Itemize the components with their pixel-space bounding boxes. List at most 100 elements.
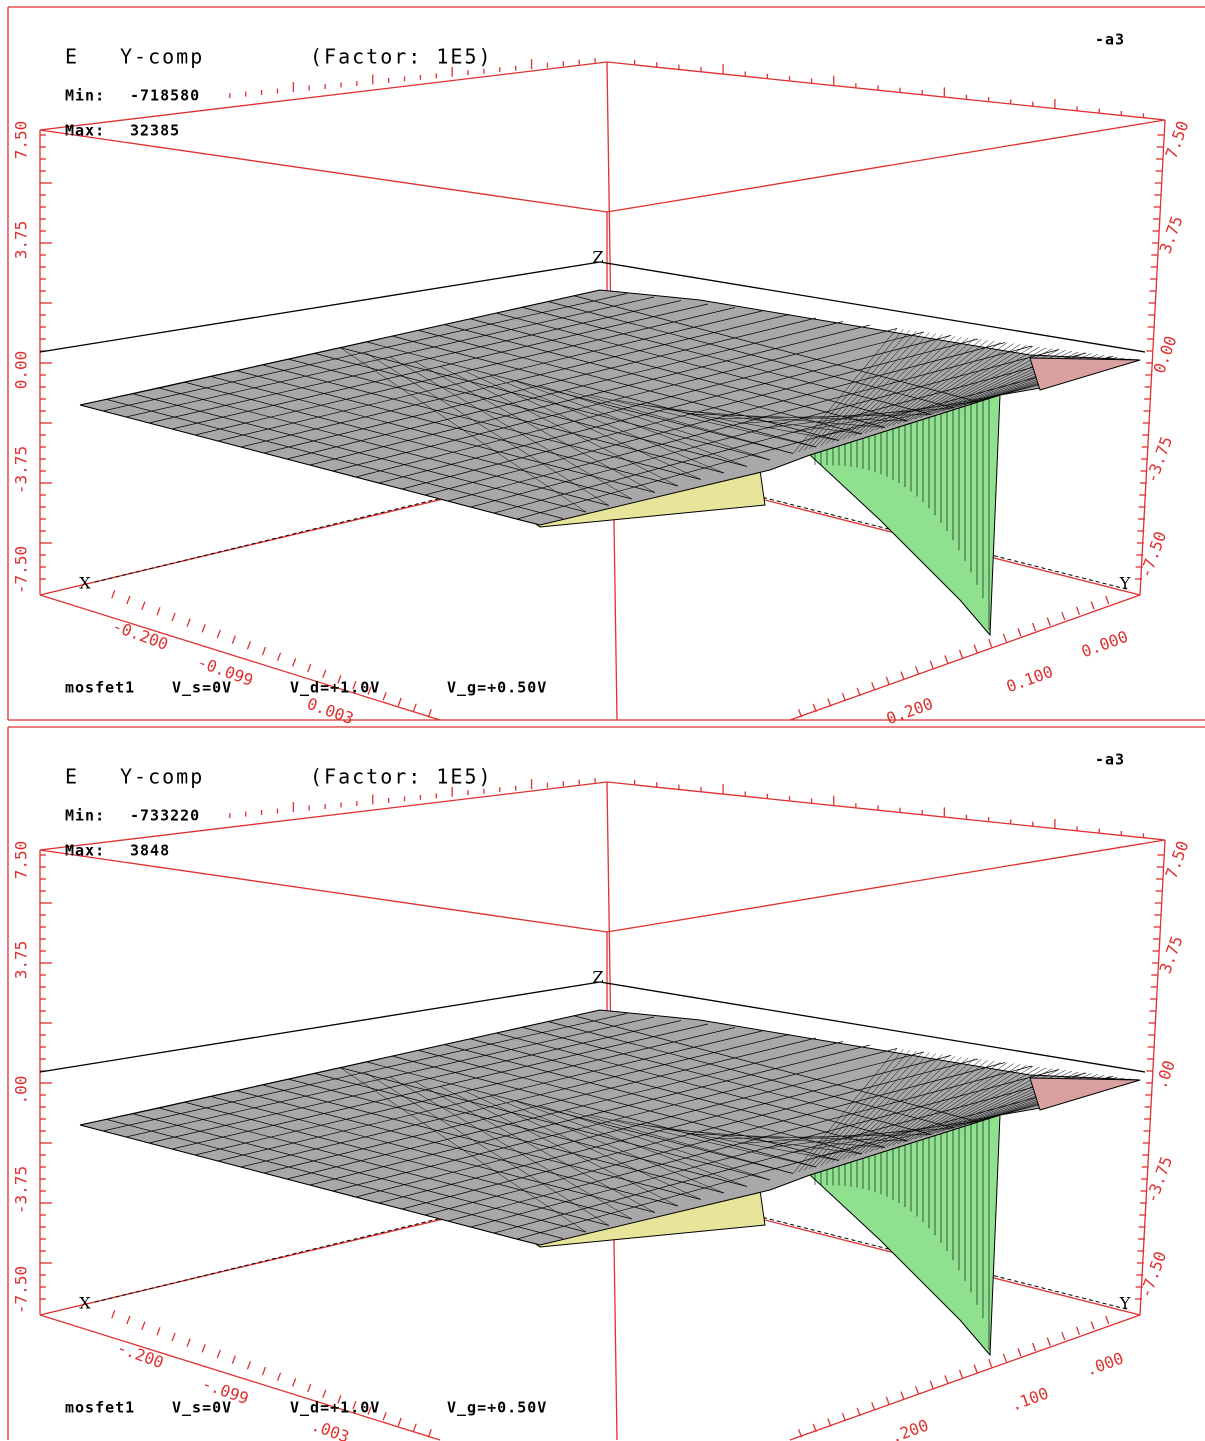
tick-mark [798, 1429, 803, 1438]
frame-line [39, 849, 608, 933]
tick-mark [1046, 617, 1051, 626]
tick-mark [856, 687, 861, 697]
mesh-line [614, 1119, 840, 1161]
footer-label: V_s=0V [172, 679, 232, 697]
base-line [94, 457, 608, 583]
tick-mark [1075, 606, 1081, 616]
mesh-line [689, 413, 909, 422]
mesh-line [714, 1134, 932, 1139]
mesh-line [831, 1054, 943, 1163]
z-tick-label: .00 [12, 1076, 31, 1105]
tick-mark [156, 607, 161, 616]
tick-mark [988, 638, 993, 648]
frame-line [789, 1314, 1141, 1441]
tick-mark [216, 1349, 221, 1359]
mesh-line [919, 1067, 1047, 1138]
mesh-line [573, 295, 978, 402]
tick-mark [261, 646, 267, 656]
tick-mark [186, 1338, 191, 1347]
frame-line [1139, 119, 1166, 596]
mesh-line [842, 1055, 956, 1160]
mesh-line [870, 340, 988, 432]
surface-edge [1029, 1077, 1141, 1111]
tick-mark [276, 1372, 282, 1381]
tick-mark [337, 1395, 342, 1404]
mesh-line [881, 341, 1001, 429]
min-value: -718580 [130, 87, 200, 105]
mesh-line [825, 1053, 937, 1165]
tick-mark [322, 669, 327, 678]
tick-mark [1017, 1348, 1022, 1357]
tick-mark [988, 1358, 993, 1368]
tick-mark [841, 692, 847, 702]
mesh-line [417, 1049, 840, 1161]
tick-mark [111, 590, 116, 599]
tick-mark [958, 1369, 964, 1379]
y-tick-label: 0.100 [1004, 662, 1056, 696]
mesh-line [365, 341, 794, 454]
mesh-line [389, 1076, 633, 1220]
mesh-line [870, 1060, 988, 1152]
tick-mark [412, 703, 417, 712]
zero-plane [599, 981, 1146, 1073]
frame-line [606, 119, 1166, 213]
mesh-line [589, 394, 817, 448]
footer-label: V_g=+0.50V [447, 1399, 547, 1417]
y-tick-label: .100 [1008, 1384, 1051, 1415]
mesh-line [764, 401, 978, 429]
max-label: Max: [65, 842, 105, 860]
z-tick-label: 3.75 [12, 221, 31, 260]
mesh-line [365, 1061, 794, 1174]
base-line [606, 1177, 1131, 1311]
frame-line [606, 781, 1166, 841]
frame-line [39, 781, 608, 851]
frame-line [39, 594, 441, 721]
tick-mark [1032, 622, 1037, 632]
mesh-line [803, 1050, 911, 1171]
quantity: E [65, 45, 79, 69]
tick-mark [973, 1364, 978, 1373]
tick-mark [885, 1396, 890, 1406]
tick-mark [1090, 1321, 1095, 1330]
tick-mark [126, 595, 131, 605]
mesh-line [919, 347, 1047, 418]
axis-z-label: Z [592, 248, 603, 267]
tick-mark [261, 1366, 267, 1376]
axis-y-label: Y [1119, 574, 1131, 593]
mesh-line [875, 1060, 995, 1151]
tick-mark [1105, 1315, 1110, 1325]
tick-mark [1105, 595, 1110, 605]
tick-mark [973, 644, 978, 653]
factor: (Factor: 1E5) [310, 45, 493, 69]
footer-label: V_d=+1.0V [290, 679, 380, 697]
tick-mark [352, 1400, 357, 1410]
tick-mark [201, 1344, 206, 1353]
tick-mark [156, 1327, 161, 1336]
mesh-line [848, 336, 962, 439]
mesh-line [469, 318, 886, 428]
mesh-line [521, 1026, 932, 1135]
tick-mark [812, 1423, 817, 1433]
tick-mark [1032, 1342, 1037, 1352]
tick-mark [871, 1402, 876, 1411]
tick-mark [841, 1412, 847, 1422]
axis-z-label: Z [592, 968, 603, 987]
tick-mark [276, 652, 282, 661]
z-tick-label: -7.50 [12, 546, 31, 594]
mesh-line [689, 1133, 909, 1142]
z-tick-label: 7.50 [12, 121, 31, 160]
mesh-line [814, 394, 1001, 438]
axis-y-label: Y [1119, 1294, 1131, 1313]
mesh-line [389, 356, 633, 500]
mesh-line [564, 1110, 794, 1174]
mesh-line [914, 346, 1040, 420]
mesh-line [443, 324, 863, 435]
tick-mark [367, 1406, 372, 1415]
mesh-line [809, 330, 917, 449]
mesh-line [809, 1050, 917, 1169]
mesh-line [417, 329, 840, 441]
base-line [606, 457, 1131, 591]
frame-line [789, 594, 1141, 721]
x-tick-label: 0.003 [304, 694, 356, 728]
